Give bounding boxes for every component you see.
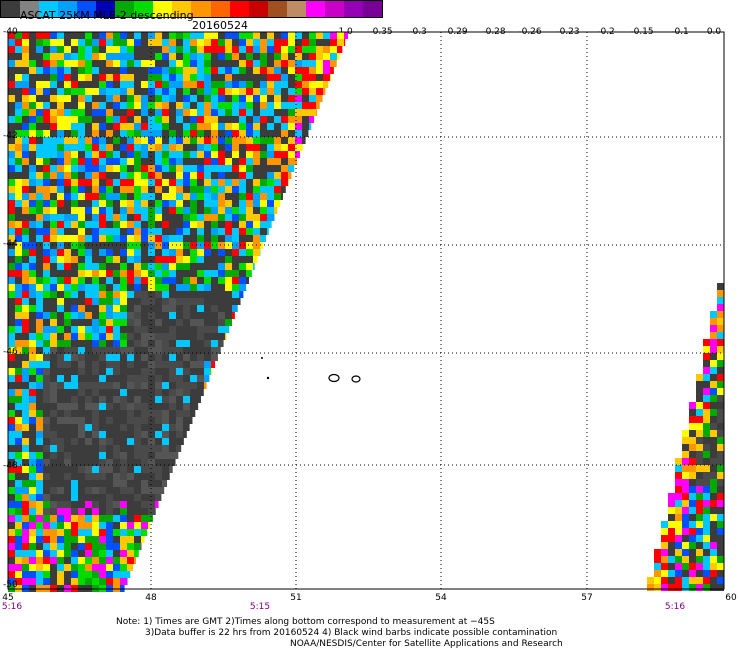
note-line-2: 3)Data buffer is 22 hrs from 20160524 4)…	[145, 628, 558, 638]
color-scale-segment-19	[362, 1, 382, 17]
color-scale-segment-1	[20, 1, 40, 17]
lat-label-44: -44	[3, 239, 18, 249]
lon-label-57: 57	[581, 593, 593, 603]
color-scale-segment-18	[343, 1, 363, 17]
lon-label-45: 45	[2, 593, 14, 603]
color-scale-segment-3	[58, 1, 78, 17]
color-scale-segment-16	[305, 1, 325, 17]
color-scale-segment-9	[172, 1, 192, 17]
lon-label-51: 51	[290, 593, 302, 603]
lat-label-40: -40	[3, 27, 18, 37]
color-scale-segment-11	[210, 1, 230, 17]
time-label-left: 5:16	[1, 602, 23, 612]
color-scale-segment-5	[96, 1, 116, 17]
map-title: ASCAT 25KM MLE-2 descending	[20, 9, 194, 22]
color-scale-segment-10	[191, 1, 211, 17]
color-scale-segment-0	[1, 1, 21, 17]
lon-label-54: 54	[435, 593, 447, 603]
color-scale-segment-7	[134, 1, 154, 17]
color-scale-segment-13	[248, 1, 268, 17]
color-scale-segment-4	[77, 1, 97, 17]
lat-label-48: -48	[3, 461, 18, 471]
color-scale-segment-6	[115, 1, 135, 17]
time-label-middle: 5:15	[249, 602, 271, 612]
color-scale-segment-17	[324, 1, 344, 17]
color-scale-segment-12	[229, 1, 249, 17]
island-dot	[266, 376, 270, 380]
island-outline	[351, 375, 361, 383]
note-line-3: NOAA/NESDIS/Center for Satellite Applica…	[290, 639, 563, 649]
note-line-1: Note: 1) Times are GMT 2)Times along bot…	[116, 617, 495, 627]
lon-label-60: 60	[725, 593, 737, 603]
color-scale-segment-14	[267, 1, 287, 17]
color-scale-segment-8	[153, 1, 173, 17]
island-dot	[261, 357, 263, 359]
color-scale-segment-15	[286, 1, 306, 17]
color-scale-segment-2	[39, 1, 59, 17]
lat-label-50: -50	[3, 580, 18, 590]
lon-label-48: 48	[145, 593, 157, 603]
color-scale-bar	[0, 0, 383, 18]
island-outline	[328, 373, 340, 383]
map-frame	[7, 31, 725, 590]
time-label-right: 5:16	[664, 602, 686, 612]
lat-label-46: -46	[3, 347, 18, 357]
map-date: 20160524	[192, 19, 248, 32]
lat-label-42: -42	[3, 131, 18, 141]
